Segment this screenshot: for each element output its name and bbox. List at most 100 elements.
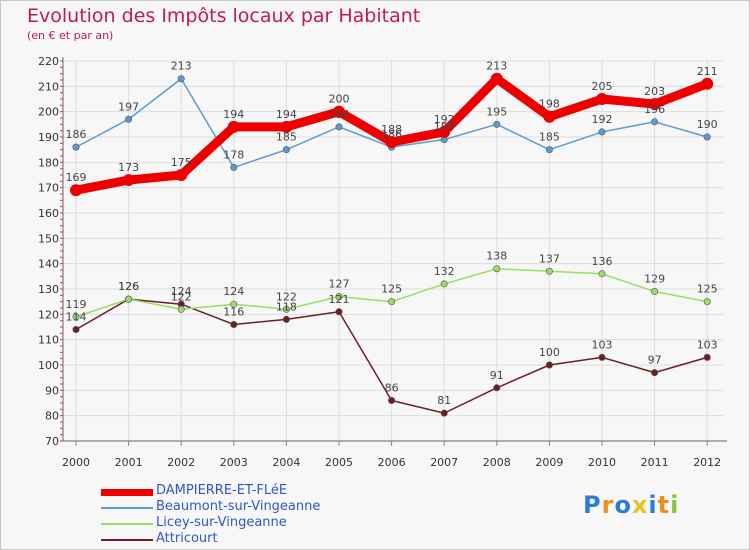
data-point [230,300,238,308]
data-label: 173 [118,161,139,174]
logo-letter: o [614,491,632,519]
logo-letter: x [631,491,649,519]
data-point [388,298,396,306]
data-point [333,105,345,118]
legend-item-attricourt: Attricourt [101,531,361,548]
y-tick-label: 90 [45,384,59,397]
data-point [175,169,188,181]
data-point [335,123,343,131]
data-label: 126 [118,280,139,293]
data-label: 196 [644,103,665,116]
data-label: 126 [118,280,139,293]
logo-letter: t [657,491,671,519]
x-tick-label: 2012 [693,456,721,469]
data-point [385,136,398,149]
data-point [230,320,238,328]
y-tick-label: 110 [38,334,59,347]
legend-label-licey: Licey-sur-Vingeanne [156,515,287,530]
data-label: 97 [648,354,662,367]
x-tick-label: 2011 [641,456,669,469]
data-point [651,369,659,377]
data-point [703,353,711,361]
data-label: 121 [329,293,350,306]
data-label: 192 [434,113,455,126]
y-tick-label: 140 [38,258,59,271]
data-label: 103 [592,338,613,351]
y-tick-label: 180 [38,156,59,169]
data-label: 185 [276,131,297,144]
data-point [72,326,80,334]
data-label: 114 [66,311,87,324]
data-label: 200 [329,93,350,106]
data-label: 127 [329,278,350,291]
x-tick-label: 2009 [535,456,563,469]
legend-label-dampierre: DAMPIERRE-ET-FLéE [156,483,288,498]
data-point [493,384,501,392]
data-point [598,353,606,361]
data-point [701,77,714,90]
proxiti-logo: Proxiti [583,491,679,519]
data-point [72,313,80,321]
data-point [122,174,135,187]
x-tick-label: 2005 [325,456,353,469]
data-point [282,315,290,323]
data-label: 119 [66,298,87,311]
data-point [72,143,80,151]
data-point [651,288,659,296]
y-tick-label: 100 [38,359,59,372]
data-label: 194 [276,108,297,121]
y-tick-label: 200 [38,106,59,119]
data-point [335,308,343,316]
data-label: 91 [490,369,504,382]
data-label: 190 [697,118,718,131]
data-label: 122 [171,290,192,303]
data-label: 86 [385,381,399,394]
legend-swatch-attricourt [101,539,153,541]
data-label: 198 [539,98,560,111]
x-tick-label: 2003 [220,456,248,469]
data-point [335,293,343,301]
data-label: 178 [223,148,244,161]
legend-label-beaumont: Beaumont-sur-Vingeanne [156,499,321,514]
data-label: 192 [592,113,613,126]
legend-label-attricourt: Attricourt [156,531,218,546]
data-point [545,361,553,369]
data-label: 188 [381,123,402,136]
data-point [438,125,451,138]
data-point [227,120,240,133]
data-label: 137 [539,252,560,265]
data-label: 197 [118,100,139,113]
data-label: 125 [697,283,718,296]
data-point [543,110,556,123]
data-label: 169 [66,171,87,184]
data-point [651,118,659,126]
data-point [177,305,185,313]
data-label: 175 [171,156,192,169]
data-point [598,270,606,278]
data-label: 116 [223,305,244,318]
x-tick-label: 2001 [115,456,143,469]
data-label: 136 [592,255,613,268]
y-tick-label: 220 [38,55,59,68]
data-label: 185 [539,131,560,144]
x-tick-label: 2006 [378,456,406,469]
x-tick-label: 2000 [62,456,90,469]
data-point [703,298,711,306]
data-point [177,75,185,83]
y-tick-label: 210 [38,80,59,93]
data-label: 213 [486,60,507,73]
data-label: 194 [223,108,244,121]
y-tick-label: 120 [38,308,59,321]
legend-swatch-licey [101,523,153,525]
data-label: 138 [486,250,507,263]
data-label: 103 [697,338,718,351]
legend-swatch-beaumont [101,507,153,509]
data-point [648,98,661,111]
data-label: 203 [644,85,665,98]
logo-letter: P [583,491,602,519]
data-point [493,265,501,273]
legend: DAMPIERRE-ET-FLéE Beaumont-sur-Vingeanne… [101,483,361,548]
data-point [493,120,501,128]
